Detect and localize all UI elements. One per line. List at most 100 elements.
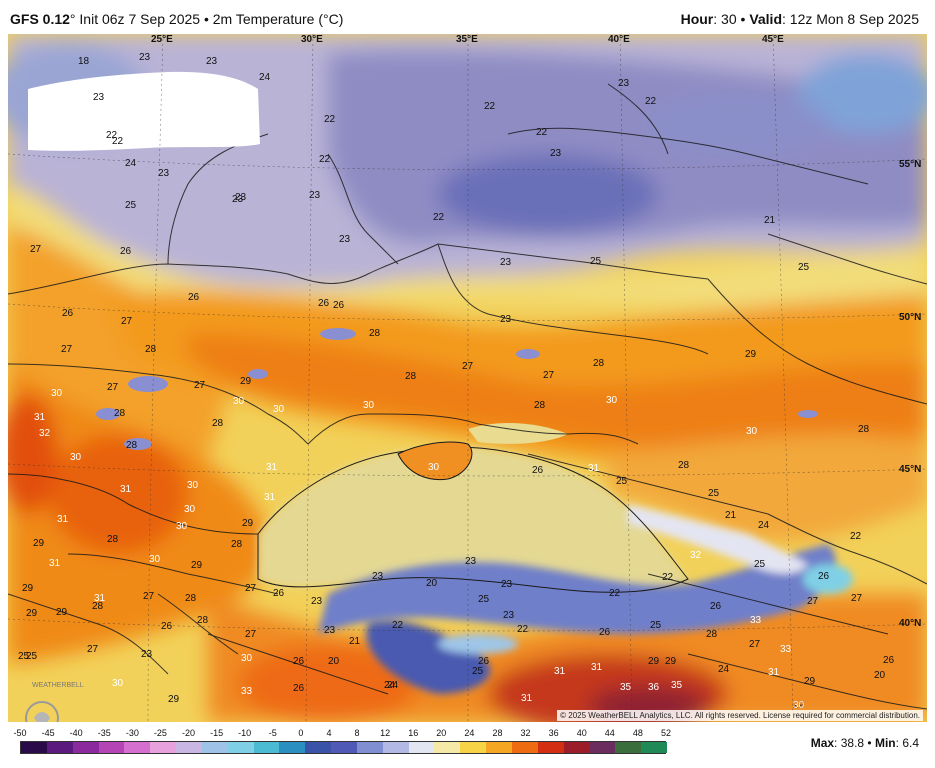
temperature-value-label: 27 <box>245 629 257 640</box>
temperature-value-label: 21 <box>725 510 737 521</box>
temperature-value-label: 30 <box>273 404 285 415</box>
temperature-value-label: 27 <box>87 644 99 655</box>
temperature-value-label: 29 <box>665 656 677 667</box>
temperature-value-label: 24 <box>259 72 271 83</box>
temperature-value-label: 27 <box>851 593 863 604</box>
temperature-value-label: 29 <box>56 607 68 618</box>
temperature-value-label: 28 <box>858 424 870 435</box>
temperature-value-label: 30 <box>233 396 245 407</box>
temperature-value-label: 27 <box>143 591 155 602</box>
temperature-value-label: 26 <box>161 621 173 632</box>
logo-text: WEATHERBELL <box>32 682 84 689</box>
legend-swatch <box>356 742 384 753</box>
temperature-labels: 18 23 232423222223222224232223222523232223… <box>18 52 895 711</box>
temperature-value-label: 30 <box>112 678 124 689</box>
temperature-value-label: 23 <box>139 52 151 63</box>
temperature-value-label: 28 <box>114 408 126 419</box>
color-legend: -50 -45 -40 -35 -30 -25 -20 -15 -10 -5 0 4 8 12 16 20 24… <box>13 728 671 758</box>
legend-swatch <box>227 742 255 753</box>
legend-swatch <box>486 742 513 753</box>
temperature-value-label: 27 <box>245 583 257 594</box>
legend-tick-label: 44 <box>604 728 615 738</box>
cool-spots <box>96 328 818 450</box>
temperature-value-label: 22 <box>484 101 496 112</box>
temperature-value-label: 30 <box>606 395 618 406</box>
temperature-value-label: 22 <box>433 212 445 223</box>
legend-tick-label: 52 <box>660 728 672 738</box>
temperature-value-label: 22 <box>662 572 674 583</box>
temperature-value-label: 29 <box>33 538 45 549</box>
legend-tick-label: -30 <box>125 728 139 738</box>
temperature-value-label: 22 <box>536 127 548 138</box>
legend-swatch <box>305 742 332 753</box>
temperature-value-label: 32 <box>690 550 702 561</box>
temperature-value-label: 31 <box>94 593 106 604</box>
temperature-value-label: 22 <box>517 624 529 635</box>
temperature-value-label: 26 <box>318 298 330 309</box>
min-label: Min <box>874 736 896 750</box>
temperature-value-label: 30 <box>241 653 253 664</box>
temperature-value-label: 31 <box>266 462 278 473</box>
legend-tick-label: -50 <box>13 728 27 738</box>
temperature-value-label: 28 <box>534 400 546 411</box>
legend-swatch <box>434 742 461 753</box>
temperature-value-label: 29 <box>242 518 254 529</box>
temperature-map[interactable]: 25°E 30°E 35°E 40°E 45°E 55°N 50°N 45°N … <box>8 34 927 722</box>
legend-tick-label: 24 <box>464 728 475 738</box>
max-value: 38.8 <box>840 736 865 750</box>
legend-tick-label: 36 <box>548 728 559 738</box>
temperature-value-label: 27 <box>749 639 761 650</box>
title-separator: • <box>203 11 209 27</box>
lat-lon-grid <box>8 34 927 722</box>
temperature-value-label: 28 <box>405 371 417 382</box>
weatherbell-logo <box>22 698 102 722</box>
legend-swatch <box>124 742 151 753</box>
temperature-value-label: 30 <box>746 426 758 437</box>
map-title: GFS 0.12° Init 06z 7 Sep 2025 • 2m Tempe… <box>10 11 343 27</box>
temperature-value-label: 27 <box>807 596 819 607</box>
temperature-value-label: 23 <box>311 596 323 607</box>
legend-tick-label: -25 <box>153 728 167 738</box>
logo-icon <box>25 701 59 722</box>
temperature-value-label: 28 <box>369 328 381 339</box>
temperature-value-label: 29 <box>648 656 660 667</box>
temperature-value-label: 25 <box>708 488 720 499</box>
temperature-value-label: 23 <box>503 610 515 621</box>
temperature-value-label: 27 <box>543 370 555 381</box>
temperature-value-label: 23 <box>550 148 562 159</box>
legend-tick-label: 0 <box>298 728 304 738</box>
temperature-value-label: 24 <box>384 680 396 691</box>
map-header: GFS 0.12° Init 06z 7 Sep 2025 • 2m Tempe… <box>0 0 935 34</box>
crimea <box>397 441 473 481</box>
legend-tick-label: 8 <box>354 728 360 738</box>
legend-tick-label: -15 <box>210 728 224 738</box>
temperature-value-label: 23 <box>324 625 336 636</box>
map-canvas: 25°E 30°E 35°E 40°E 45°E 55°N 50°N 45°N … <box>8 34 927 722</box>
temperature-value-label: 28 <box>197 615 209 626</box>
legend-swatch <box>563 742 590 753</box>
temperature-value-label: 26 <box>818 571 830 582</box>
temperature-value-label: 31 <box>588 463 600 474</box>
temperature-value-label: 26 <box>710 601 722 612</box>
temperature-value-label: 24 <box>718 664 730 675</box>
temperature-value-label: 28 <box>185 593 197 604</box>
political-borders <box>8 83 927 710</box>
legend-swatch <box>589 742 616 753</box>
temperature-value-label: 28 <box>92 601 104 612</box>
temperature-value-label: 27 <box>194 380 206 391</box>
temperature-value-label: 36 <box>648 682 660 693</box>
temperature-value-label: 25 <box>798 262 810 273</box>
temperature-value-label: 32 <box>39 428 51 439</box>
temperature-value-label: 20 <box>874 670 886 681</box>
temperature-value-label: 26 <box>120 246 132 257</box>
temperature-value-label: 25 <box>616 476 628 487</box>
temperature-value-label: 26 <box>293 683 305 694</box>
copyright-notice: © 2025 WeatherBELL Analytics, LLC. All r… <box>557 710 923 721</box>
temperature-value-label: 31 <box>57 514 69 525</box>
temperature-value-label: 30 <box>793 700 805 711</box>
legend-swatch <box>72 742 99 753</box>
temperature-value-label: 21 <box>349 636 361 647</box>
temperature-value-label: 24 <box>125 158 137 169</box>
longitude-labels: 25°E 30°E 35°E 40°E 45°E <box>151 34 784 45</box>
legend-tick-label: -5 <box>268 728 277 738</box>
